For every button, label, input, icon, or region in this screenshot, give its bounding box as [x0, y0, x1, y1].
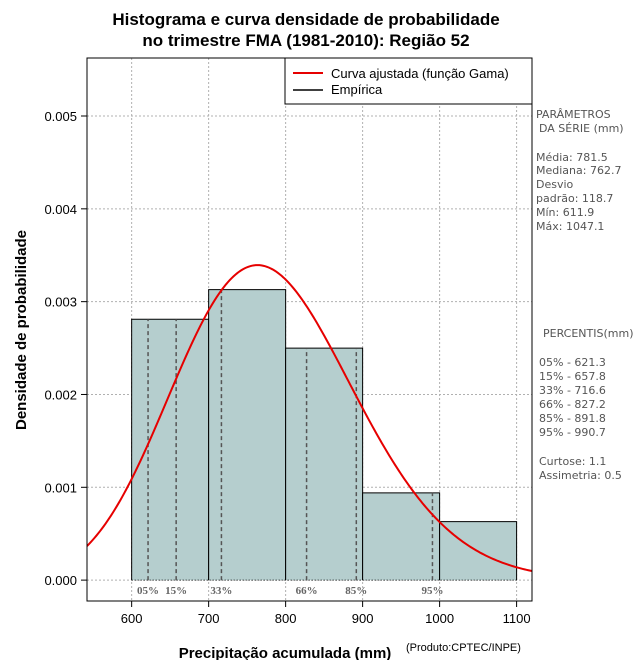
percentile-label: 15%: [165, 585, 187, 597]
y-axis-label: Densidade de probabilidade: [13, 230, 30, 430]
histogram-bars: [131, 289, 518, 581]
y-tick-label: 0.002: [44, 387, 77, 402]
x-tick-label: 1100: [503, 611, 531, 626]
params-heading-2: DA SÉRIE (mm): [539, 122, 624, 135]
percentis-line: 05% - 621.3: [539, 356, 606, 369]
x-axis: 600 700 800 900 1000 1100: [121, 601, 531, 626]
percentis-line: 33% - 716.6: [539, 384, 606, 397]
percentile-label: 85%: [345, 585, 367, 597]
credit-text: (Produto:CPTEC/INPE): [406, 642, 521, 654]
histogram-bar: [362, 492, 440, 581]
percentile-label: 05%: [137, 585, 159, 597]
params-heading-1: PARÂMETROS: [536, 108, 611, 121]
percentile-label: 95%: [421, 585, 443, 597]
histogram-bar-outline: [439, 521, 518, 581]
stats-line: Curtose: 1.1: [539, 455, 606, 468]
histogram-bar: [208, 289, 286, 581]
legend-empirical-label: Empírica: [331, 82, 383, 97]
x-axis-label: Precipitação acumulada (mm): [179, 645, 392, 660]
x-tick-label: 700: [198, 611, 220, 626]
histogram-bar: [131, 319, 209, 581]
percentile-labels: 05% 15% 33% 66% 85% 95%: [137, 585, 443, 597]
chart-title-line2: no trimestre FMA (1981-2010): Região 52: [142, 31, 469, 50]
x-tick-label: 600: [121, 611, 143, 626]
y-tick-label: 0.000: [44, 573, 77, 588]
percentis-line: 95% - 990.7: [539, 426, 606, 439]
chart-title-line1: Histograma e curva densidade de probabil…: [112, 10, 499, 29]
param-line: Máx: 1047.1: [536, 220, 604, 233]
histogram-bar: [285, 348, 363, 581]
legend: Curva ajustada (função Gama) Empírica: [284, 57, 533, 105]
percentile-label: 33%: [210, 585, 232, 597]
y-tick-label: 0.005: [44, 109, 77, 124]
x-tick-label: 1000: [425, 611, 454, 626]
side-panel: PARÂMETROS DA SÉRIE (mm) Média: 781.5 Me…: [536, 108, 634, 482]
percentile-lines: [147, 289, 434, 581]
legend-box: [284, 57, 533, 105]
param-line: Mín: 611.9: [536, 206, 594, 219]
param-line: Desvio: [536, 178, 574, 191]
percentis-line: 66% - 827.2: [539, 398, 606, 411]
param-line: Média: 781.5: [536, 151, 608, 164]
y-tick-label: 0.001: [44, 480, 77, 495]
x-tick-label: 900: [352, 611, 374, 626]
percentis-line: 85% - 891.8: [539, 412, 606, 425]
y-axis: 0.000 0.001 0.002 0.003 0.004 0.005: [44, 109, 87, 588]
stats-line: Assimetria: 0.5: [539, 469, 622, 482]
x-tick-label: 800: [275, 611, 297, 626]
legend-fit-label: Curva ajustada (função Gama): [331, 66, 509, 81]
percentis-heading: PERCENTIS(mm): [543, 327, 634, 340]
param-line: Mediana: 762.7: [536, 164, 621, 177]
percentile-label: 66%: [296, 585, 318, 597]
histogram-bar-outline: [285, 347, 364, 581]
percentis-line: 15% - 657.8: [539, 370, 606, 383]
gamma-fit-curve: [87, 264, 532, 573]
y-tick-label: 0.004: [44, 202, 77, 217]
param-line: padrão: 118.7: [536, 192, 613, 205]
y-tick-label: 0.003: [44, 295, 77, 310]
